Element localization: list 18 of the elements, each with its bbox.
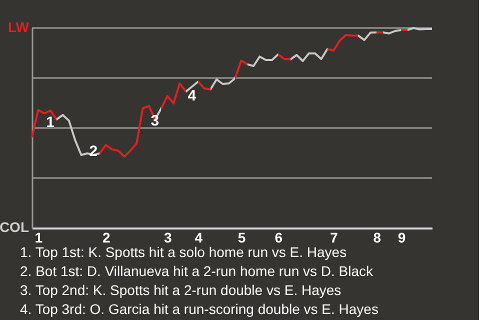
x-tick-label: 6 (274, 230, 283, 246)
x-tick-label: 4 (194, 230, 203, 246)
text: 1. Top 1st: K. Spotts hit a solo home run vs E. Hayes (20, 244, 347, 260)
x-tick-label: 5 (238, 230, 246, 246)
x-tick-label: 9 (398, 230, 406, 246)
x-tick-label: 3 (164, 230, 172, 246)
text: 3. Top 2nd: K. Spotts hit a 2-run double vs E. Hayes (20, 282, 342, 298)
x-tick-label: 8 (373, 230, 382, 246)
text: 4. Top 3rd: O. Garcia hit a run-scoring double vs E. Hayes (20, 301, 378, 317)
text: LW (8, 19, 30, 35)
annotation: 3 (150, 112, 160, 130)
x-tick-label: 7 (330, 230, 338, 246)
text: COL (0, 219, 30, 235)
annotation: 1 (46, 114, 54, 131)
x-tick-label: 1 (34, 230, 43, 246)
text: 2. Bot 1st: D. Villanueva hit a 2-run home run vs D. Black (20, 263, 374, 279)
annotation: 4 (188, 87, 197, 104)
x-tick-label: 2 (102, 230, 110, 246)
